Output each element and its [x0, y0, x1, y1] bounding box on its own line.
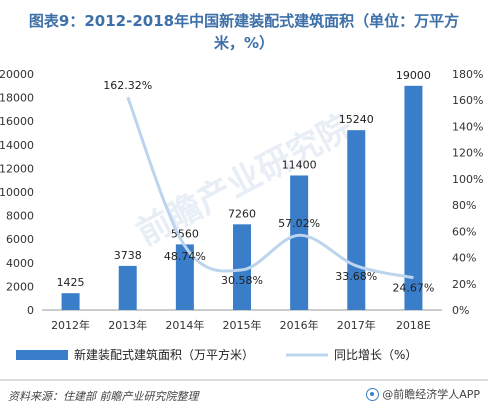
y-right-tick-label: 60% — [452, 225, 476, 238]
y-right-tick-label: 180% — [452, 68, 483, 81]
legend-bar-swatch — [16, 350, 68, 360]
y-left-tick-label: 10000 — [0, 186, 34, 199]
bar-value-label: 11400 — [282, 158, 317, 171]
y-left-tick-label: 20000 — [0, 68, 34, 81]
chart-title: 图表9：2012-2018年中国新建装配式建筑面积（单位：万平方 米，%） — [0, 10, 488, 54]
y-left-tick-label: 8000 — [6, 210, 34, 223]
line-value-label: 57.02% — [278, 217, 320, 230]
y-left-tick-label: 18000 — [0, 92, 34, 105]
legend-line-label: 同比增长（%） — [334, 348, 417, 362]
bar-value-label: 1425 — [57, 276, 85, 289]
y-right-tick-label: 80% — [452, 199, 476, 212]
bar-value-label: 7260 — [228, 207, 256, 220]
y-left-tick-label: 4000 — [6, 257, 34, 270]
x-tick-label: 2012年 — [51, 318, 90, 332]
y-right-tick-label: 140% — [452, 120, 483, 133]
line-value-label: 48.74% — [164, 250, 206, 263]
bar — [347, 130, 366, 310]
y-left-tick-label: 6000 — [6, 233, 34, 246]
line-value-label: 24.67% — [392, 282, 434, 295]
x-tick-label: 2014年 — [165, 318, 204, 332]
source-note: 资料来源：住建部 前瞻产业研究院整理 — [8, 390, 199, 403]
y-right-tick-label: 120% — [452, 147, 483, 160]
bar — [61, 293, 80, 310]
y-right-tick-label: 20% — [452, 278, 476, 291]
bar — [404, 85, 423, 310]
x-tick-label: 2015年 — [223, 318, 262, 332]
bar-value-label: 19000 — [396, 69, 431, 82]
y-left-tick-label: 14000 — [0, 139, 34, 152]
bar — [175, 244, 194, 310]
x-tick-label: 2017年 — [337, 318, 376, 332]
title-line-2: 米，%） — [213, 34, 275, 52]
growth-line — [126, 96, 414, 280]
legend-bar-label: 新建装配式建筑面积（万平方米） — [74, 347, 254, 362]
x-tick-label: 2018E — [396, 319, 431, 332]
y-left-tick-label: 16000 — [0, 115, 34, 128]
line-value-label: 33.68% — [335, 270, 377, 283]
y-left-tick-label: 12000 — [0, 162, 34, 175]
brand-credit: @前瞻经济学人APP — [366, 386, 480, 402]
y-left-tick-label: 0 — [27, 304, 34, 317]
brand-text: @前瞻经济学人APP — [382, 388, 480, 401]
y-right-tick-label: 40% — [452, 252, 476, 265]
y-left-tick-label: 2000 — [6, 280, 34, 293]
line-value-label: 30.58% — [221, 274, 263, 287]
bar — [118, 265, 137, 310]
title-line-1: 图表9：2012-2018年中国新建装配式建筑面积（单位：万平方 — [28, 12, 460, 30]
bar — [290, 175, 309, 310]
bar — [233, 224, 251, 310]
y-right-tick-label: 0% — [452, 304, 469, 317]
y-right-tick-label: 100% — [452, 173, 483, 186]
y-right-tick-label: 160% — [452, 94, 483, 107]
x-tick-label: 2016年 — [280, 318, 319, 332]
bar-value-label: 3738 — [114, 249, 142, 262]
brand-logo-icon — [366, 387, 380, 401]
line-value-label: 162.32% — [103, 79, 152, 92]
bar-value-label: 15240 — [339, 113, 374, 126]
x-tick-label: 2013年 — [108, 318, 147, 332]
